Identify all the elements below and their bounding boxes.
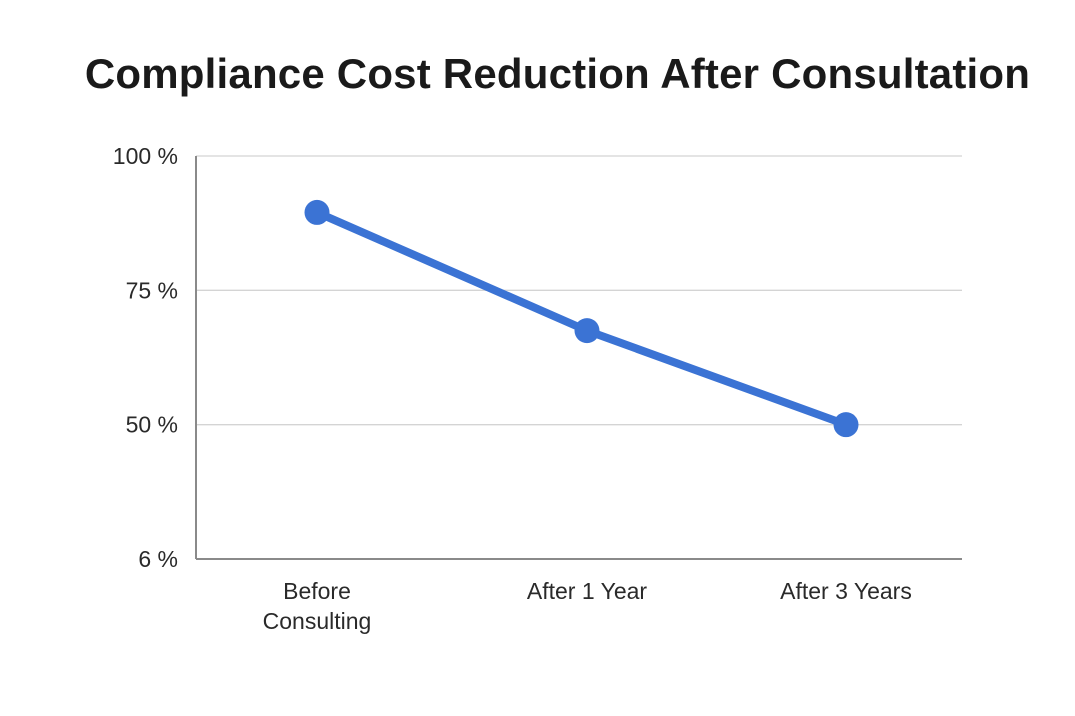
data-point[interactable] bbox=[304, 199, 330, 225]
y-tick-label: 100 % bbox=[113, 143, 178, 169]
y-tick-label: 6 % bbox=[138, 546, 178, 572]
x-tick-label: After 1 Year bbox=[527, 578, 648, 604]
chart-title: Compliance Cost Reduction After Consulta… bbox=[84, 50, 1031, 97]
data-point[interactable] bbox=[833, 412, 859, 438]
series-line bbox=[313, 208, 850, 429]
y-tick-labels: 100 % 75 % 50 % 6 % bbox=[113, 143, 178, 572]
x-tick-labels: Before Consulting After 1 Year After 3 Year… bbox=[263, 578, 912, 634]
y-tick-label: 75 % bbox=[126, 277, 178, 303]
y-tick-label: 50 % bbox=[126, 412, 178, 438]
axes bbox=[195, 156, 962, 560]
x-tick-label-line: Before bbox=[283, 578, 351, 604]
x-tick-label: Before Consulting bbox=[263, 578, 372, 634]
x-tick-label-line: After 3 Years bbox=[780, 578, 912, 604]
x-tick-label: After 3 Years bbox=[780, 578, 912, 604]
series bbox=[304, 199, 859, 438]
x-tick-label-line: Consulting bbox=[263, 608, 372, 634]
x-tick-label-line: After 1 Year bbox=[527, 578, 648, 604]
data-point[interactable] bbox=[574, 318, 600, 344]
gridlines bbox=[196, 155, 962, 426]
